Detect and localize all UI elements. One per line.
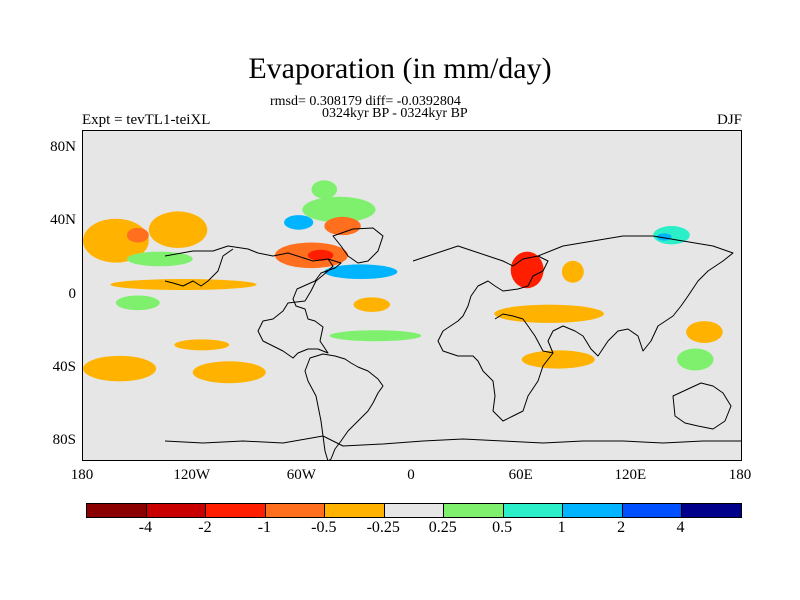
field-region-arabian-sea	[510, 251, 544, 289]
colorbar-label: 1	[557, 519, 566, 536]
period-subtitle: 0324kyr BP - 0324kyr BP	[322, 106, 468, 121]
coastlines	[164, 227, 741, 460]
colorbar-label: -1	[257, 519, 272, 536]
x-tick-label: 120W	[173, 467, 210, 483]
field-region-south-atlantic-band	[329, 330, 422, 342]
field-region-gulf-stream	[284, 215, 314, 230]
coast-australia	[672, 382, 732, 430]
field-region-equatorial-pacific-west	[115, 295, 160, 311]
y-tick-label: 80S	[52, 431, 76, 448]
x-tick-label: 60E	[508, 467, 533, 483]
field-region-south-pacific-band	[174, 339, 230, 351]
field-region-north-pacific-band	[126, 251, 193, 267]
field-region-north-atlantic-band	[302, 196, 376, 223]
map-canvas	[83, 180, 741, 460]
colorbar-box	[87, 504, 147, 517]
stats-subtitle: rmsd= 0.308179 diff= -0.0392804	[270, 94, 461, 109]
evaporation-field	[83, 180, 723, 384]
colorbar-label: 0.25	[428, 519, 457, 536]
field-region-north-pacific-core	[126, 227, 149, 243]
colorbar-box	[206, 504, 266, 517]
coast-europe-africa	[412, 245, 554, 422]
coast-north-america	[164, 245, 342, 359]
colorbar-box	[682, 504, 742, 517]
coast-greenland	[332, 227, 384, 264]
coast-antarctica	[164, 435, 741, 447]
field-region-equatorial-atlantic	[353, 297, 391, 312]
colorbar-label: -0.25	[366, 519, 400, 536]
y-tick-label: 80N	[50, 139, 76, 156]
colorbar-label: -4	[138, 519, 153, 536]
field-region-south-pacific-east	[192, 361, 266, 384]
colorbar-box	[384, 504, 445, 517]
colorbar-box	[444, 504, 504, 517]
x-tick-label: 120E	[614, 467, 647, 483]
field-region-south-pacific-west	[83, 355, 157, 382]
colorbar-box	[265, 504, 326, 517]
chart-title: Evaporation (in mm/day)	[248, 52, 552, 85]
colorbar-label: 2	[617, 519, 626, 536]
colorbar-label: 0.5	[492, 519, 513, 536]
colorbar-box	[622, 504, 683, 517]
colorbar-label: 4	[676, 519, 685, 536]
colorbar-label: -0.5	[311, 519, 337, 536]
field-region-labrador	[311, 180, 338, 199]
y-tick-label: 40S	[52, 358, 76, 375]
colorbar-box	[503, 504, 564, 517]
experiment-label: Expt = tevTL1-teiXL	[82, 112, 211, 128]
field-region-north-atlantic-neg	[324, 216, 361, 236]
x-tick-label: 180	[728, 467, 752, 483]
coast-asia	[537, 235, 734, 357]
colorbar	[86, 503, 742, 518]
x-tick-label: 60W	[286, 467, 316, 483]
map-panel	[82, 130, 742, 461]
field-region-tropical-atlantic	[324, 264, 398, 280]
x-tick-label: 0	[407, 467, 415, 483]
field-region-south-indian-ocean	[521, 350, 595, 369]
colorbar-box	[325, 504, 385, 517]
field-region-bay-of-bengal	[561, 260, 584, 283]
coast-south-america	[304, 353, 384, 460]
colorbar-box	[563, 504, 623, 517]
field-region-tasman-sea	[677, 348, 714, 371]
y-tick-label: 40N	[50, 212, 76, 229]
colorbar-label: -2	[198, 519, 212, 536]
season-label: DJF	[716, 112, 742, 128]
colorbar-box	[146, 504, 207, 517]
field-region-tropical-pacific-band	[110, 279, 257, 291]
field-region-subtropical-atlantic-core	[307, 249, 334, 261]
y-tick-label: 0	[68, 285, 77, 302]
field-region-north-pacific-east	[148, 211, 208, 248]
field-region-south-indian-band	[494, 304, 604, 323]
field-region-south-west-pacific	[686, 321, 723, 344]
x-tick-label: 180	[70, 467, 94, 483]
